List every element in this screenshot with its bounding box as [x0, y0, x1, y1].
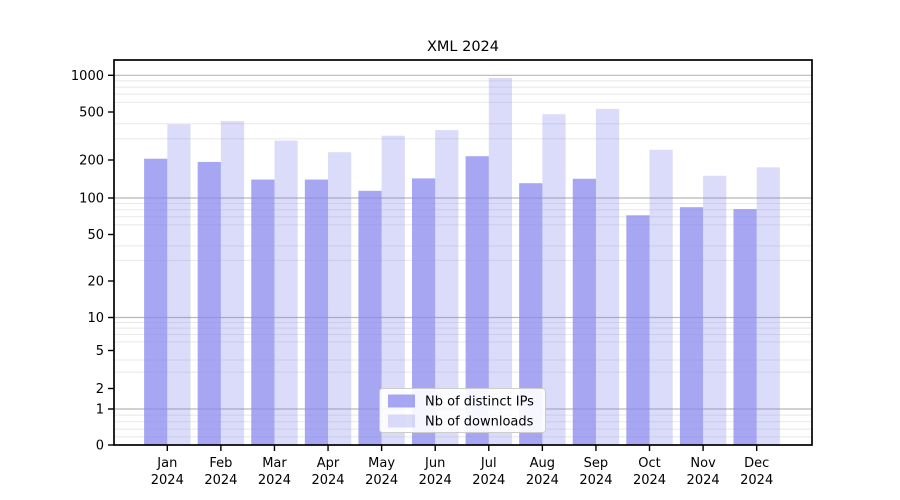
x-tick-label-year: 2024 — [472, 473, 505, 488]
x-axis-labels: Jan 2024 Feb 2024 Mar 2024 Apr 2024 May 2024 Jun 20… — [151, 456, 773, 488]
bar-ips-feb — [197, 161, 221, 446]
x-tick-label-year: 2024 — [151, 473, 184, 488]
bar-ips-jan — [144, 158, 168, 445]
bar-ips-may — [358, 190, 382, 445]
legend-box — [379, 388, 546, 433]
bar-ips-aug — [519, 183, 543, 445]
y-tick-label: 1000 — [71, 69, 104, 84]
x-tick-label-year: 2024 — [687, 473, 720, 488]
y-tick-label: 500 — [79, 106, 104, 121]
legend-label-distinct-ips: Nb of distinct IPs — [425, 395, 534, 410]
x-tick-label-month: Oct — [638, 456, 660, 471]
x-tick-label-month: Mar — [262, 456, 287, 471]
bar-downloads-dec — [756, 167, 780, 445]
x-tick-label-year: 2024 — [740, 473, 773, 488]
x-tick-label-month: Feb — [209, 456, 232, 471]
y-axis-labels: 0 1 2 5 10 20 50 100 200 500 1000 — [71, 69, 104, 454]
bar-downloads-jun — [435, 130, 459, 445]
chart-title: XML 2024 — [427, 39, 499, 55]
bar-downloads-oct — [649, 149, 673, 446]
y-tick-label: 5 — [96, 344, 104, 359]
bar-downloads-mar — [274, 140, 298, 446]
bar-ips-mar — [251, 179, 275, 445]
x-tick-label-month: Sep — [584, 456, 609, 471]
legend-swatch-downloads — [388, 414, 415, 428]
bar-downloads-sep — [595, 108, 620, 445]
y-tick-label: 0 — [96, 439, 104, 454]
bar-ips-jun — [412, 178, 436, 445]
y-tick-label: 20 — [87, 275, 104, 290]
bar-downloads-nov — [703, 175, 727, 445]
y-tick-label: 50 — [87, 228, 104, 243]
x-tick-label-month: Jan — [156, 456, 177, 471]
axes-frame — [113, 59, 813, 446]
y-tick-label: 1 — [96, 403, 104, 418]
bar-downloads-jul — [488, 78, 512, 446]
x-tick-label-month: Nov — [690, 456, 716, 471]
x-tick-label-year: 2024 — [526, 473, 559, 488]
bar-ips-nov — [679, 207, 704, 445]
x-tick-label-year: 2024 — [204, 473, 237, 488]
x-tick-label-month: Apr — [317, 456, 340, 471]
legend: Nb of distinct IPs Nb of downloads — [379, 388, 546, 433]
y-tick-label: 2 — [96, 382, 104, 397]
bar-downloads-apr — [328, 152, 352, 445]
y-tick-label: 200 — [79, 154, 104, 169]
x-tick-label-year: 2024 — [579, 473, 612, 488]
x-tick-label-month: Jun — [424, 456, 445, 471]
x-tick-label-year: 2024 — [365, 473, 398, 488]
bar-ips-jul — [465, 156, 489, 446]
bar-ips-oct — [626, 215, 650, 445]
bar-ips-sep — [572, 178, 596, 446]
bar-ips-dec — [733, 209, 757, 445]
bars — [144, 78, 780, 446]
bar-downloads-may — [381, 135, 405, 446]
x-tick-label-month: Aug — [530, 456, 555, 471]
bar-downloads-jan — [167, 124, 191, 445]
x-tick-label-month: Dec — [744, 456, 769, 471]
bar-downloads-aug — [542, 114, 566, 445]
x-tick-label-month: Jul — [480, 456, 497, 471]
x-tick-label-year: 2024 — [633, 473, 666, 488]
x-tick-label-year: 2024 — [419, 473, 452, 488]
legend-label-downloads: Nb of downloads — [425, 415, 534, 430]
legend-swatch-distinct-ips — [388, 394, 415, 408]
x-tick-label-month: May — [368, 456, 395, 471]
x-tick-label-year: 2024 — [311, 473, 344, 488]
x-tick-label-year: 2024 — [258, 473, 291, 488]
y-tick-label: 100 — [79, 192, 104, 207]
bar-ips-apr — [304, 179, 329, 445]
tick-marks — [108, 74, 758, 451]
bar-downloads-feb — [220, 121, 245, 446]
y-tick-label: 10 — [87, 311, 104, 326]
